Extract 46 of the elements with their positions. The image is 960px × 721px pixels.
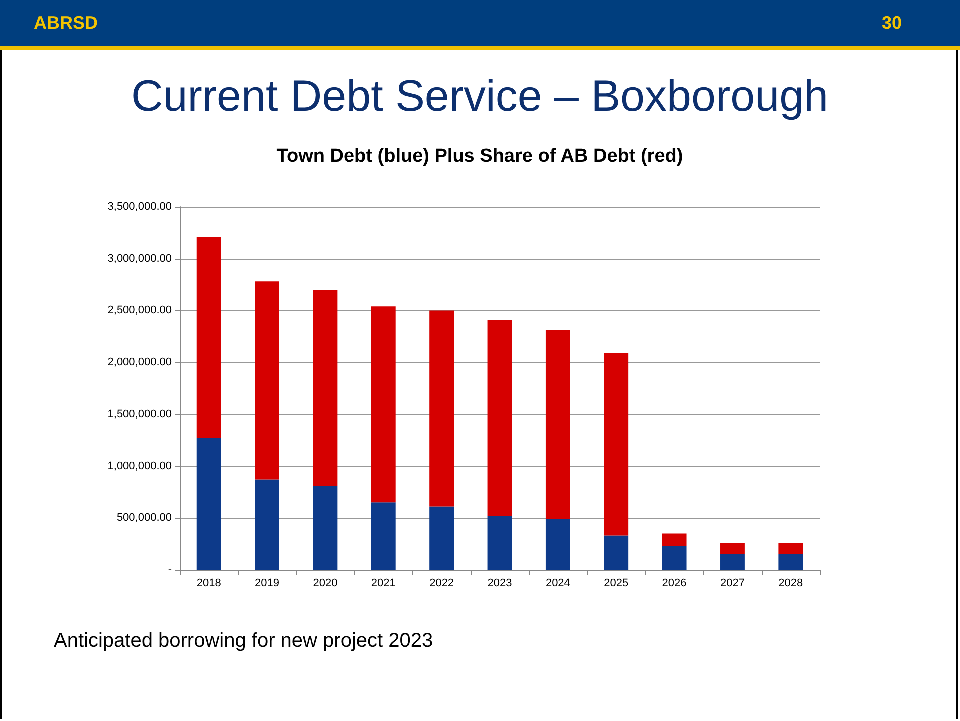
x-tick-label: 2021 <box>371 578 396 590</box>
bar <box>430 310 454 507</box>
bar <box>546 519 570 570</box>
y-tick-label: 2,000,000.00 <box>108 356 172 369</box>
bar <box>604 536 629 570</box>
chart-subtitle: Town Debt (blue) Plus Share of AB Debt (red) <box>276 146 684 168</box>
x-tick-label: 2018 <box>196 578 222 590</box>
bar <box>313 486 338 570</box>
x-tick-label: 2020 <box>313 578 338 590</box>
y-tick-label: 1,500,000.00 <box>108 408 172 420</box>
bar <box>604 353 629 536</box>
text: ABRSD <box>34 13 98 34</box>
y-tick-label: 3,000,000.00 <box>108 252 172 265</box>
bar <box>720 554 745 570</box>
bar <box>488 320 512 516</box>
bar <box>313 290 338 486</box>
bar <box>430 506 454 570</box>
bar <box>778 554 804 570</box>
x-tick-label: 2026 <box>662 578 687 590</box>
bar <box>371 306 396 503</box>
y-tick-label: 500,000.00 <box>116 512 172 524</box>
x-tick-label: 2022 <box>430 578 454 590</box>
bar <box>196 438 222 570</box>
text: 30 <box>882 13 902 34</box>
bar <box>546 330 570 520</box>
bar <box>778 543 804 554</box>
y-tick-label: - <box>168 564 172 576</box>
x-tick-label: 2025 <box>604 578 629 590</box>
bar <box>255 282 280 480</box>
y-tick-label: 2,500,000.00 <box>108 304 172 317</box>
x-tick-label: 2027 <box>720 578 745 590</box>
bar <box>662 546 687 570</box>
x-tick-label: 2019 <box>255 578 280 590</box>
bar <box>488 516 512 570</box>
bar <box>720 543 745 554</box>
text: Anticipated borrowing for new project 2023 <box>54 630 434 653</box>
bar <box>662 534 687 546</box>
x-tick-label: 2028 <box>778 578 804 590</box>
chart-title: Current Debt Service – Boxborough <box>130 72 830 122</box>
y-tick-label: 3,500,000.00 <box>108 201 172 213</box>
bar <box>371 502 396 570</box>
y-tick-label: 1,000,000.00 <box>108 460 172 472</box>
bar <box>196 237 222 438</box>
x-tick-label: 2024 <box>546 578 570 590</box>
x-tick-label: 2023 <box>488 578 512 590</box>
bar <box>255 480 280 570</box>
